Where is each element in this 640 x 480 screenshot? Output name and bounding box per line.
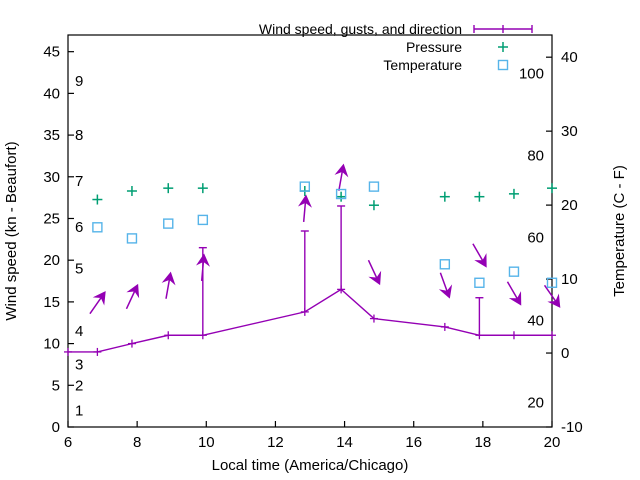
y-tick-label: 0 xyxy=(52,419,60,436)
temperature-marker xyxy=(335,188,347,200)
temperature-marker xyxy=(546,277,558,288)
beaufort-label: 2 xyxy=(75,377,83,394)
pressure-marker xyxy=(547,183,557,194)
y-tick-label: 40 xyxy=(43,85,60,102)
y2-tick-label: 0 xyxy=(561,345,569,362)
pressure-marker xyxy=(126,186,137,197)
x-tick-label: 8 xyxy=(133,434,141,451)
x-tick-label: 16 xyxy=(405,434,422,451)
pressure-marker xyxy=(474,191,485,202)
legend-label: Pressure xyxy=(406,39,462,55)
beaufort-label: 9 xyxy=(75,73,83,90)
temperature-marker xyxy=(197,214,209,226)
y-tick-label: 25 xyxy=(43,210,60,227)
y2-axis-title: Temperature (C - F) xyxy=(611,165,628,297)
y-tick-label: 35 xyxy=(43,127,60,144)
pressure-marker xyxy=(336,191,347,202)
wind-direction-arrow xyxy=(543,284,561,308)
wind-direction-arrow xyxy=(438,272,453,299)
y-tick-label: 20 xyxy=(43,252,60,269)
x-tick-label: 20 xyxy=(544,434,561,451)
legend-label: Temperature xyxy=(383,57,462,73)
temperature-marker xyxy=(92,222,103,233)
fahrenheit-label: 40 xyxy=(527,312,544,329)
temperature-marker xyxy=(163,218,174,229)
y-tick-label: 5 xyxy=(52,377,60,394)
x-tick-label: 12 xyxy=(267,434,284,451)
beaufort-label: 5 xyxy=(75,261,83,278)
temperature-marker xyxy=(126,233,138,244)
beaufort-label: 1 xyxy=(75,402,83,419)
x-tick-label: 6 xyxy=(64,434,72,451)
y-axis-title: Wind speed (kn - Beaufort) xyxy=(3,141,20,320)
temperature-marker xyxy=(474,277,485,288)
beaufort-label: 7 xyxy=(75,173,83,190)
y2-tick-label: 40 xyxy=(561,49,578,66)
pressure-marker xyxy=(197,183,208,194)
wind-direction-arrow xyxy=(161,271,176,299)
temperature-marker xyxy=(439,259,451,270)
beaufort-label: 4 xyxy=(75,323,83,340)
wind-direction-arrow xyxy=(472,243,487,268)
pressure-marker xyxy=(163,183,174,194)
pressure-marker xyxy=(439,191,450,202)
wind-direction-arrow xyxy=(334,163,349,191)
y2-tick-label: 30 xyxy=(561,123,578,140)
y2-tick-label: 10 xyxy=(561,271,578,288)
y-tick-label: 10 xyxy=(43,336,60,353)
beaufort-label: 8 xyxy=(75,127,83,144)
temperature-marker xyxy=(508,266,520,277)
pressure-marker xyxy=(92,194,103,205)
y-tick-label: 15 xyxy=(43,294,60,311)
wind-direction-arrow xyxy=(506,281,522,306)
wind-direction-arrow xyxy=(367,259,382,286)
beaufort-label: 3 xyxy=(75,356,83,373)
x-tick-label: 10 xyxy=(198,434,215,451)
legend-label: Wind speed, gusts, and direction xyxy=(259,21,462,37)
beaufort-label: 6 xyxy=(75,219,83,236)
legend-swatch-temperature xyxy=(497,59,509,71)
wind-speed-line xyxy=(68,288,552,353)
y-tick-label: 45 xyxy=(43,44,60,61)
plot-frame xyxy=(67,34,553,428)
fahrenheit-label: 20 xyxy=(527,395,544,412)
pressure-marker xyxy=(508,188,519,199)
y2-tick-label: 20 xyxy=(561,197,578,214)
pressure-marker xyxy=(368,200,379,211)
x-tick-label: 18 xyxy=(475,434,492,451)
y-tick-label: 30 xyxy=(43,169,60,186)
x-axis-title: Local time (America/Chicago) xyxy=(212,457,409,474)
wind-direction-arrow xyxy=(125,283,140,310)
wind-direction-arrow xyxy=(297,194,312,223)
fahrenheit-label: 80 xyxy=(527,148,544,165)
temperature-marker xyxy=(368,181,380,192)
temperature-marker xyxy=(299,181,311,192)
wind-direction-arrow xyxy=(196,253,210,282)
wind-direction-arrow xyxy=(89,291,106,315)
fahrenheit-label: 60 xyxy=(527,230,544,247)
x-tick-label: 14 xyxy=(336,434,353,451)
y2-tick-label: -10 xyxy=(561,419,583,436)
fahrenheit-label: 100 xyxy=(519,65,544,82)
